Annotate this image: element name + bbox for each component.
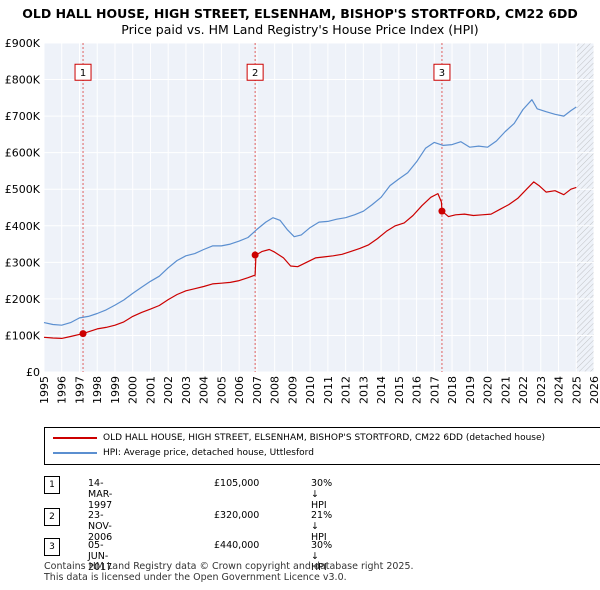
sale-point: [251, 251, 259, 259]
x-tick-label: 2023: [535, 376, 548, 404]
price-chart: 1 2 3 £0 £100K £200K £300K £400K £500K £600K £700K…: [5, 37, 600, 404]
legend-label-hpi: HPI: Average price, detached house, Uttl…: [103, 448, 314, 458]
sale-label-box: [246, 63, 264, 81]
x-tick-label: 1999: [109, 376, 122, 404]
y-tick-label: £400K: [5, 220, 41, 233]
sale-hpi-diff: 30% ↓ HPI: [311, 540, 333, 573]
y-tick-label: £300K: [5, 256, 41, 269]
sale-number-badge: 3: [44, 538, 60, 556]
x-tick-label: 2015: [393, 376, 406, 404]
x-tick-label: 2005: [215, 376, 228, 404]
sale-number-badge: 2: [44, 508, 60, 526]
footer-line-2: This data is licensed under the Open Gov…: [44, 572, 347, 583]
sale-price: £440,000: [214, 540, 260, 551]
x-tick-label: 1996: [56, 376, 69, 404]
x-tick-label: 2003: [180, 376, 193, 404]
future-hatch-region: [576, 43, 594, 372]
x-tick-label: 2006: [233, 376, 246, 404]
x-tick-label: 2014: [375, 376, 388, 404]
x-tick-label: 2008: [269, 376, 282, 404]
x-tick-label: 2007: [251, 376, 264, 404]
legend-swatch-property: [53, 437, 97, 439]
x-tick-label: 1998: [91, 376, 104, 404]
y-tick-label: £800K: [5, 74, 41, 87]
sale-hpi-diff: 30% ↓ HPI: [311, 478, 333, 511]
x-tick-label: 2017: [428, 376, 441, 404]
x-tick-label: 2019: [464, 376, 477, 404]
sale-label-box: [74, 63, 92, 81]
x-tick-label: 2024: [553, 376, 566, 404]
legend-swatch-hpi: [53, 452, 97, 454]
x-tick-label: 2012: [340, 376, 353, 404]
sale-hpi-diff: 21% ↓ HPI: [311, 510, 333, 543]
footer: Contains HM Land Registry data © Crown c…: [44, 561, 414, 583]
x-tick-label: 2018: [446, 376, 459, 404]
sale-date: 14-MAR-1997: [88, 478, 113, 511]
legend-label-property: OLD HALL HOUSE, HIGH STREET, ELSENHAM, B…: [103, 433, 546, 443]
chart-title: OLD HALL HOUSE, HIGH STREET, ELSENHAM, B…: [22, 6, 578, 21]
x-tick-label: 2010: [304, 376, 317, 404]
x-tick-label: 2021: [499, 376, 512, 404]
x-tick-label: 2000: [127, 376, 140, 404]
x-tick-label: 2013: [357, 376, 370, 404]
sale-date: 05-JUN-2017: [88, 540, 113, 573]
y-tick-label: £200K: [5, 293, 41, 306]
footer-line-1: Contains HM Land Registry data © Crown c…: [44, 561, 414, 572]
x-tick-label: 2001: [144, 376, 157, 404]
chart-subtitle: Price paid vs. HM Land Registry's House …: [121, 22, 479, 37]
x-tick-label: 1997: [73, 376, 86, 404]
property-price-line: [43, 181, 577, 339]
sale-number-badge: 1: [44, 476, 60, 494]
legend: OLD HALL HOUSE, HIGH STREET, ELSENHAM, B…: [44, 427, 600, 465]
x-tick-label: 2025: [570, 376, 583, 404]
sale-label-box: [433, 63, 451, 81]
y-tick-label: £900K: [5, 37, 41, 50]
y-tick-label: £600K: [5, 147, 41, 160]
x-tick-label: 2016: [411, 376, 424, 404]
x-tick-label: 2026: [588, 376, 600, 404]
x-tick-label: 2020: [482, 376, 495, 404]
sale-label-number: 1: [80, 68, 86, 79]
sale-price: £320,000: [214, 510, 260, 521]
x-tick-label: 2022: [517, 376, 530, 404]
sale-point: [79, 330, 87, 338]
x-tick-label: 2002: [162, 376, 175, 404]
plot-area: [44, 43, 594, 372]
hpi-line: [43, 99, 577, 326]
x-tick-label: 2009: [286, 376, 299, 404]
sale-point: [438, 207, 446, 215]
x-tick-label: 1995: [38, 376, 51, 404]
x-tick-label: 2011: [322, 376, 335, 404]
y-tick-label: £100K: [5, 329, 41, 342]
x-tick-label: 2004: [198, 376, 211, 404]
y-tick-label: £700K: [5, 110, 41, 123]
sale-date: 23-NOV-2006: [88, 510, 113, 543]
y-tick-label: £0: [26, 366, 40, 379]
sale-label-number: 3: [439, 68, 445, 79]
y-tick-label: £500K: [5, 183, 41, 196]
sale-label-number: 2: [252, 68, 258, 79]
sale-price: £105,000: [214, 478, 260, 489]
